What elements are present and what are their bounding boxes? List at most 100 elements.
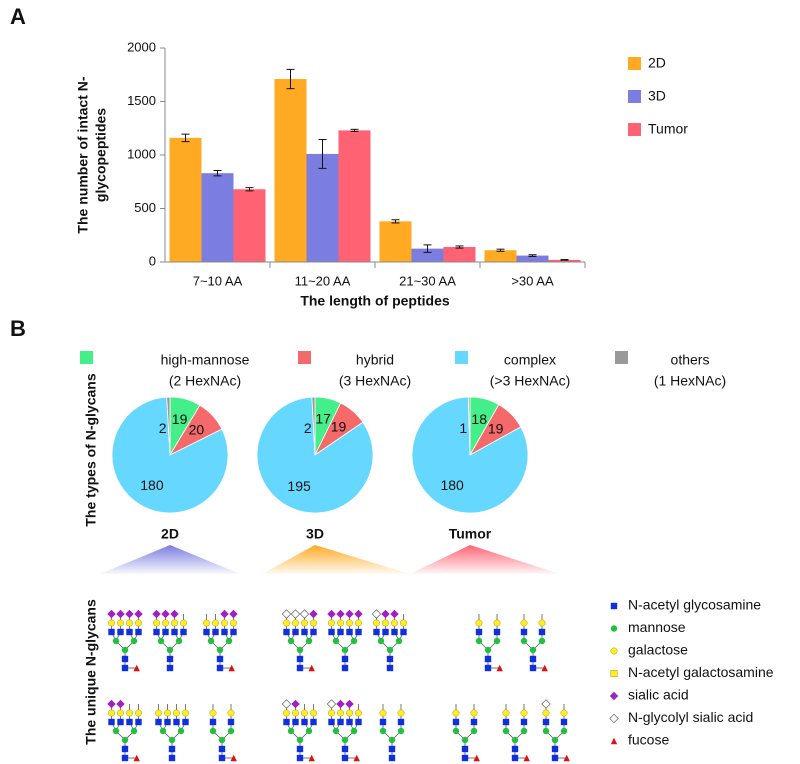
mannose-symbol bbox=[484, 646, 492, 654]
mannose-symbol bbox=[551, 736, 559, 744]
mannose-symbol bbox=[379, 727, 387, 735]
galactose-symbol bbox=[346, 619, 353, 627]
galactose-symbol bbox=[538, 619, 546, 627]
glycan-legend-label: N-glycolyl sialic acid bbox=[628, 709, 753, 725]
glcnac-symbol bbox=[386, 655, 394, 663]
galactose-symbol bbox=[182, 709, 189, 717]
y-tick-label: 500 bbox=[134, 200, 156, 215]
glcnac-symbol bbox=[126, 718, 133, 726]
y-tick-label: 0 bbox=[149, 253, 156, 268]
glcnac-symbol bbox=[538, 628, 546, 636]
x-axis-label: The length of peptides bbox=[300, 293, 450, 309]
glcnac-symbol bbox=[168, 745, 176, 753]
glcnac-symbol bbox=[121, 754, 129, 762]
fucose-symbol bbox=[541, 664, 548, 672]
glcnac-symbol bbox=[296, 745, 304, 753]
y-tick-label: 2000 bbox=[127, 39, 156, 54]
glcnac-symbol bbox=[484, 655, 492, 663]
x-tick-label: >30 AA bbox=[511, 273, 554, 288]
x-tick-label: 7~10 AA bbox=[193, 273, 243, 288]
bar bbox=[169, 137, 202, 262]
mannose-symbol bbox=[112, 637, 120, 645]
y-tick-label: 1000 bbox=[127, 146, 156, 161]
ngc-symbol bbox=[299, 609, 310, 619]
fucose-symbol bbox=[563, 754, 570, 762]
mannose-symbol bbox=[452, 727, 460, 735]
mannose-symbol bbox=[130, 637, 138, 645]
x-tick-label: 11~20 AA bbox=[295, 273, 351, 288]
fucose-symbol bbox=[230, 754, 237, 762]
galactose-symbol bbox=[337, 709, 344, 717]
galactose-symbol bbox=[227, 709, 235, 717]
glcnac-symbol bbox=[461, 745, 469, 753]
y-axis-label: glycopeptides bbox=[93, 108, 109, 202]
glcnac-symbol bbox=[230, 628, 237, 636]
legend-label: others bbox=[671, 352, 710, 368]
glcnac-symbol bbox=[209, 718, 217, 726]
bar bbox=[443, 247, 476, 262]
glcnac-symbol bbox=[346, 718, 353, 726]
glcnac-symbol bbox=[388, 745, 396, 753]
mannose-symbol bbox=[225, 637, 233, 645]
glcnac-symbol bbox=[310, 628, 317, 636]
galactose-symbol bbox=[135, 709, 142, 717]
bar bbox=[516, 255, 549, 262]
sialic-symbol bbox=[345, 699, 354, 709]
mannose-symbol bbox=[207, 637, 215, 645]
legend-swatch bbox=[615, 351, 628, 364]
glcnac-symbol bbox=[560, 718, 568, 726]
panel-label: B bbox=[10, 316, 26, 341]
panel-label: A bbox=[10, 4, 26, 29]
glcnac-symbol bbox=[216, 655, 224, 663]
glcnac-symbol bbox=[551, 754, 559, 762]
mannose-symbol bbox=[475, 637, 483, 645]
mannose-symbol bbox=[121, 646, 129, 654]
glcnac-symbol bbox=[180, 628, 187, 636]
legend-label: hybrid bbox=[356, 352, 394, 368]
glcnac-symbol bbox=[292, 718, 299, 726]
legend-swatch bbox=[455, 351, 468, 364]
pie-slice bbox=[166, 396, 171, 456]
glcnac-symbol bbox=[117, 718, 124, 726]
galactose-symbol bbox=[162, 619, 169, 627]
glcnac-symbol bbox=[337, 718, 344, 726]
glcnac-symbol bbox=[121, 664, 129, 672]
galactose-symbol bbox=[209, 709, 217, 717]
bar bbox=[379, 221, 412, 262]
side-label: The unique N-glycans bbox=[83, 599, 99, 745]
glcnac-symbol bbox=[126, 628, 133, 636]
pie-value-label: 1 bbox=[459, 420, 467, 436]
glcnac-symbol bbox=[386, 664, 394, 672]
glcnac-symbol bbox=[529, 664, 537, 672]
pie-value-label: 17 bbox=[315, 411, 331, 427]
glcnac-symbol bbox=[551, 745, 559, 753]
glycan-legend-label: mannose bbox=[628, 619, 686, 635]
mannose-symbol bbox=[112, 727, 120, 735]
glcnac-symbol bbox=[511, 754, 519, 762]
galactose-symbol bbox=[212, 619, 219, 627]
galactose-symbol bbox=[452, 709, 460, 717]
mannose-symbol bbox=[502, 727, 510, 735]
x-tick-label: 21~30 AA bbox=[399, 273, 456, 288]
legend-label: 3D bbox=[648, 88, 666, 104]
pie-title: 2D bbox=[161, 526, 179, 542]
galactose-symbol bbox=[292, 619, 299, 627]
sialic-symbol bbox=[390, 609, 399, 619]
sialic-symbol bbox=[170, 609, 179, 619]
mannose-symbol bbox=[175, 637, 183, 645]
sialic-symbol bbox=[381, 609, 390, 619]
mannose-symbol bbox=[610, 625, 618, 632]
glcnac-symbol bbox=[218, 745, 226, 753]
sialic-symbol bbox=[345, 609, 354, 619]
legend-swatch bbox=[628, 57, 641, 70]
ngc-symbol bbox=[281, 699, 292, 709]
ngc-symbol bbox=[609, 713, 619, 724]
galactose-symbol bbox=[328, 619, 335, 627]
pie-value-label: 2 bbox=[304, 420, 312, 436]
fucose-symbol bbox=[473, 754, 480, 762]
galactose-symbol bbox=[292, 709, 299, 717]
glcnac-symbol bbox=[203, 628, 210, 636]
galactose-symbol bbox=[542, 709, 550, 717]
legend-label: 2D bbox=[648, 55, 666, 71]
